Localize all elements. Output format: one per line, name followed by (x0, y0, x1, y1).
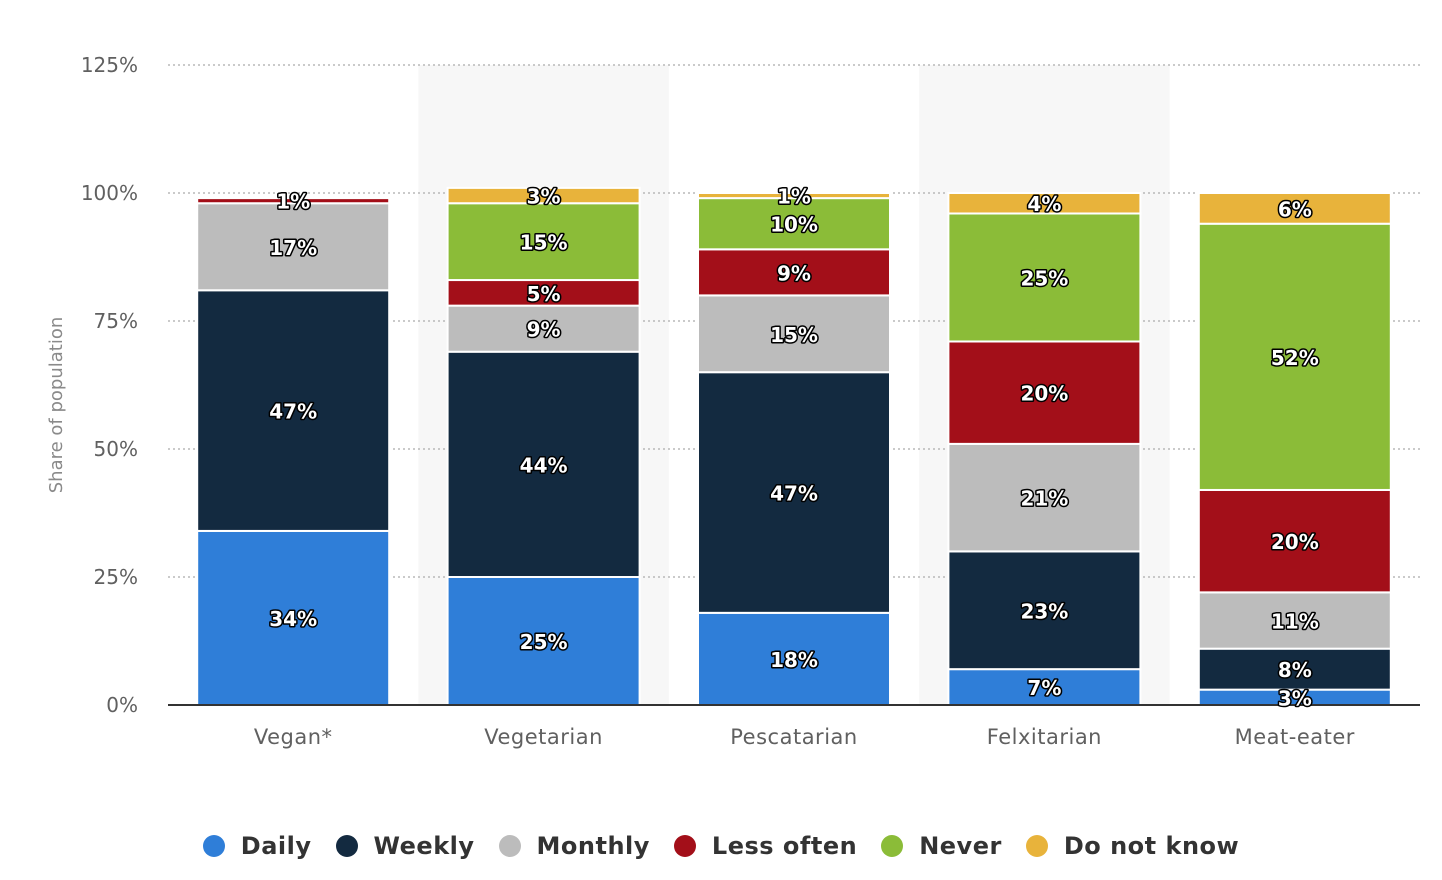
legend: Daily Weekly Monthly Less often Never Do not … (0, 832, 1442, 860)
data-label: 23% (1020, 599, 1068, 623)
data-label: 21% (1020, 487, 1068, 511)
legend-label: Monthly (536, 832, 650, 860)
bar-segment[interactable] (947, 192, 1142, 215)
data-label: 3% (1278, 686, 1312, 710)
x-category-label: Vegan* (254, 725, 333, 749)
bar-segment[interactable] (446, 186, 641, 205)
bar-segment[interactable] (697, 192, 891, 200)
bar-segment[interactable] (1197, 192, 1392, 225)
bar-segment[interactable] (697, 294, 891, 374)
legend-label: Less often (711, 832, 858, 860)
data-label: 9% (527, 318, 561, 342)
y-axis-label: Share of population (46, 317, 67, 494)
bar-segment[interactable] (1197, 591, 1392, 650)
data-label: 8% (1278, 658, 1312, 682)
bar-segment[interactable] (196, 197, 391, 205)
data-label: 34% (269, 607, 317, 631)
data-label: 1% (276, 190, 310, 214)
y-tick-label: 0% (106, 693, 138, 717)
legend-marker (498, 835, 521, 857)
legend-item[interactable]: Weekly (335, 832, 475, 860)
x-category-label: Vegetarian (484, 725, 603, 749)
legend-marker (1025, 835, 1048, 857)
y-tick-label: 75% (94, 309, 138, 333)
legend-item[interactable]: Do not know (1025, 832, 1240, 860)
data-label: 3% (527, 185, 561, 209)
legend-marker (202, 835, 225, 857)
data-label: 44% (520, 453, 568, 477)
bar-segment[interactable] (947, 340, 1142, 445)
data-label: 1% (777, 185, 811, 209)
data-labels: 34% 47% 17% 1% 25% 44% 9% 5% 15% 3% 18% 47% 15% 9% 10%… (268, 183, 1320, 712)
bar-segment[interactable] (947, 212, 1142, 343)
data-label: 25% (1020, 266, 1068, 290)
bar-segment[interactable] (697, 371, 891, 614)
data-label: 4% (1027, 192, 1061, 216)
data-label: 47% (770, 482, 818, 506)
legend-label: Daily (240, 832, 312, 860)
bar-segment[interactable] (446, 279, 641, 307)
data-label: 7% (1027, 676, 1061, 700)
legend-label: Do not know (1063, 832, 1240, 860)
x-category-label: Felxitarian (987, 725, 1102, 749)
data-label: 6% (1278, 197, 1312, 221)
data-label: 15% (770, 323, 818, 347)
data-label: 17% (269, 236, 317, 260)
bar-segment[interactable] (1197, 647, 1392, 691)
legend-marker (673, 835, 696, 857)
bar-segment[interactable] (446, 202, 641, 282)
data-label: 52% (1271, 346, 1319, 370)
data-label: 25% (520, 630, 568, 654)
data-label: 18% (770, 648, 818, 672)
data-label: 20% (1271, 530, 1319, 554)
data-label: 47% (269, 400, 317, 424)
x-axis-categories: Vegan* Vegetarian Pescatarian Felxitarian Me… (254, 725, 1355, 749)
bar-segment[interactable] (947, 442, 1142, 553)
bar-segment[interactable] (196, 289, 391, 532)
data-label: 20% (1020, 382, 1068, 406)
y-tick-label: 50% (94, 437, 138, 461)
bar-segment[interactable] (196, 529, 391, 706)
y-tick-label: 100% (81, 181, 138, 205)
legend-item[interactable]: Less often (673, 832, 858, 860)
legend-label: Never (919, 832, 1002, 860)
data-label: 15% (520, 231, 568, 255)
stacked-bar-chart: 0%25%50%75%100%125% Share of population … (46, 53, 1420, 749)
legend-marker (881, 835, 904, 857)
bars (196, 186, 1392, 707)
legend-label: Weekly (373, 832, 475, 860)
y-axis-ticks: 0% 25% 50% 75% 100% 125% (81, 53, 138, 717)
y-tick-label: 25% (94, 565, 138, 589)
legend-marker (335, 835, 358, 857)
data-label: 9% (777, 261, 811, 285)
x-category-label: Meat-eater (1235, 725, 1355, 749)
bar-segment[interactable] (697, 248, 891, 297)
data-label: 10% (770, 213, 818, 237)
y-tick-label: 125% (81, 53, 138, 77)
legend-item[interactable]: Never (881, 832, 1002, 860)
bar-segment[interactable] (947, 550, 1142, 671)
legend-item[interactable]: Monthly (498, 832, 650, 860)
bar-segment[interactable] (697, 611, 891, 707)
data-label: 5% (527, 282, 561, 306)
legend-item[interactable]: Daily (202, 832, 312, 860)
bar-segment[interactable] (1197, 488, 1392, 594)
x-category-label: Pescatarian (730, 725, 857, 749)
data-label: 11% (1271, 610, 1319, 634)
bar-segment[interactable] (1197, 222, 1392, 491)
